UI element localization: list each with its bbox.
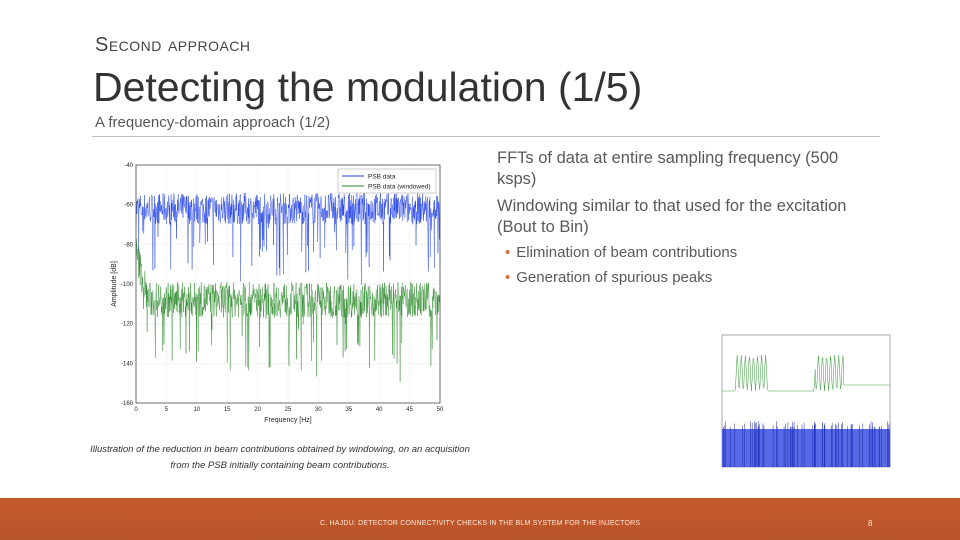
sub-bullet-label: Elimination of beam contributions <box>516 244 738 261</box>
x-tick-label: 20 <box>254 407 261 413</box>
x-axis-label: Frequency [Hz] <box>264 417 312 424</box>
y-tick-label: -60 <box>124 203 133 209</box>
x-tick-label: 10 <box>193 407 200 413</box>
thumbnail-blue-band <box>722 429 890 467</box>
slide-subtitle: A frequency-domain approach (1/2) <box>95 114 331 131</box>
x-tick-label: 45 <box>406 407 413 413</box>
thumbnail-green-trace <box>722 354 890 392</box>
bullet-dot-icon: • <box>505 269 511 286</box>
plot-frame <box>135 164 441 404</box>
figure-caption: Illustration of the reduction in beam co… <box>90 444 470 471</box>
y-tick-label: -40 <box>124 163 133 169</box>
bullet-item: FFTs of data at entire sampling frequenc… <box>497 149 839 188</box>
y-tick-label: -80 <box>124 242 133 248</box>
x-tick-label: 40 <box>376 407 383 413</box>
legend-box <box>337 168 437 194</box>
x-tick-label: 50 <box>437 407 444 413</box>
x-tick-label: 25 <box>285 407 292 413</box>
chart-ticks: 0 5 10 15 20 25 30 35 40 45 50 -40 -60 -80 -100 -120 -14… <box>121 163 444 413</box>
x-tick-label: 5 <box>165 407 169 413</box>
x-tick-label: 35 <box>345 407 352 413</box>
sub-bullet-label: Generation of spurious peaks <box>516 269 713 286</box>
sub-bullet-item: • Generation of spurious peaks <box>497 267 857 288</box>
bullet-dot-icon: • <box>505 244 511 261</box>
page-number: 8 <box>868 519 873 528</box>
bullet-list: FFTs of data at entire sampling frequenc… <box>497 148 857 288</box>
thumbnail-plot <box>722 354 891 467</box>
legend-label-windowed: PSB data (windowed) <box>368 184 431 191</box>
sub-bullet-item: • Elimination of beam contributions <box>497 242 857 263</box>
footer-bar <box>0 498 960 540</box>
y-tick-label: -100 <box>121 282 134 288</box>
fft-chart: 0 5 10 15 20 25 30 35 40 45 50 -40 -60 -80 -100 -120 -14… <box>110 155 460 425</box>
chart-background <box>110 155 460 425</box>
section-kicker: Second approach <box>95 34 251 56</box>
footer-text: C. HAJDU: DETECTOR CONNECTIVITY CHECKS I… <box>320 520 641 527</box>
chart-grid <box>135 164 441 404</box>
x-tick-label: 30 <box>315 407 322 413</box>
x-tick-label: 0 <box>134 407 138 413</box>
slide-title: Detecting the modulation (1/5) <box>93 64 643 110</box>
title-divider <box>92 136 880 137</box>
time-domain-thumbnail <box>710 333 905 481</box>
y-tick-label: -140 <box>121 361 134 367</box>
y-tick-label: -120 <box>121 322 134 328</box>
bullet-item: Windowing similar to that used for the e… <box>497 197 847 236</box>
legend-label-psb: PSB data <box>368 174 396 181</box>
series-line-windowed <box>135 238 441 382</box>
y-tick-label: -160 <box>121 401 134 407</box>
x-tick-label: 15 <box>224 407 231 413</box>
y-axis-label: Amplitude [dB] <box>111 261 118 307</box>
chart-legend: PSB data PSB data (windowed) <box>337 168 437 194</box>
